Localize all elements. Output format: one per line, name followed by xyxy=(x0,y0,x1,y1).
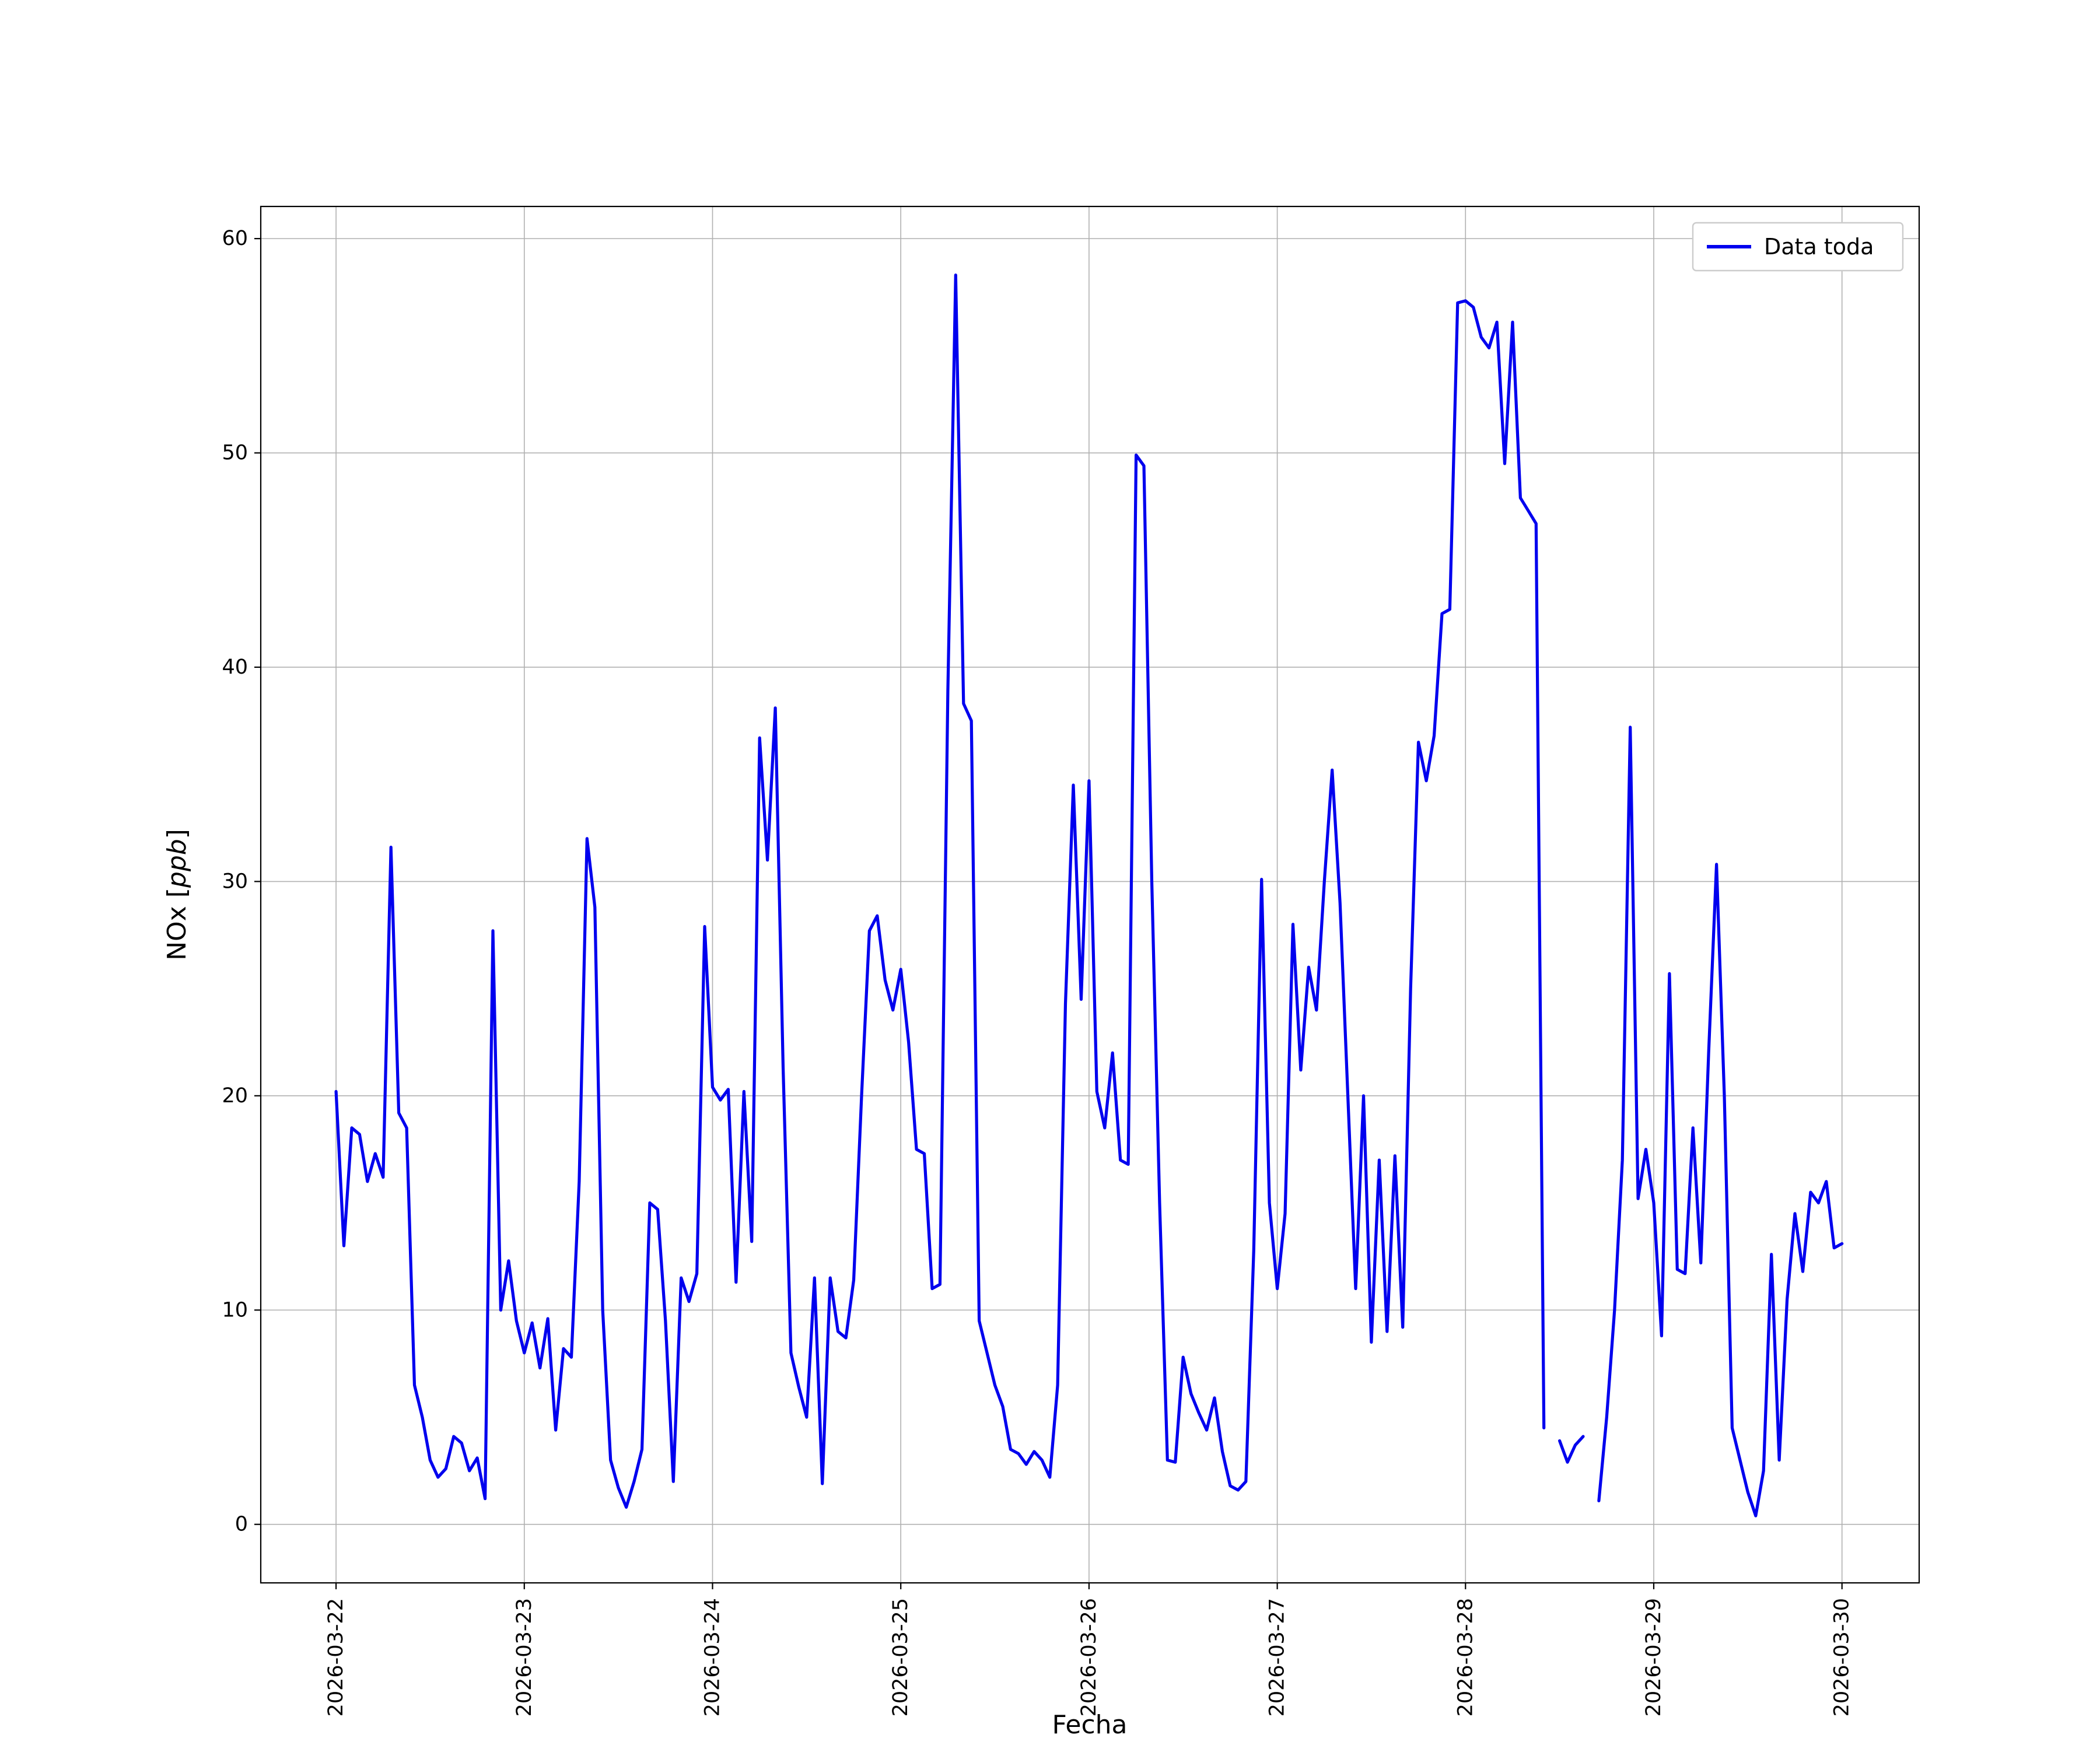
x-tick-label: 2026-03-28 xyxy=(1454,1598,1477,1716)
x-tick-label: 2026-03-27 xyxy=(1266,1598,1289,1716)
y-axis-label-suffix: ] xyxy=(162,829,192,839)
tick-labels: 2026-03-22 2026-03-23 2026-03-24 2026-03-25… xyxy=(222,227,1853,1716)
y-tick-label: 20 xyxy=(222,1084,248,1108)
y-tick-label: 30 xyxy=(222,870,248,893)
y-tick-label: 40 xyxy=(222,656,248,679)
x-tick-label: 2026-03-23 xyxy=(513,1598,536,1716)
gridlines xyxy=(261,206,1919,1583)
y-tick-label: 60 xyxy=(222,227,248,250)
x-tick-label: 2026-03-30 xyxy=(1831,1598,1854,1716)
x-tick-label: 2026-03-26 xyxy=(1077,1598,1101,1716)
y-tick-label: 10 xyxy=(222,1298,248,1322)
y-tick-label: 0 xyxy=(235,1513,248,1536)
plot-border xyxy=(260,205,1920,1584)
x-tick-label: 2026-03-29 xyxy=(1642,1598,1665,1716)
legend-box xyxy=(1692,222,1904,272)
y-tick-label: 50 xyxy=(222,441,248,465)
y-axis-label: NOx [ppb] xyxy=(162,829,192,961)
x-tick-label: 2026-03-25 xyxy=(889,1598,912,1716)
legend: Data toda xyxy=(1692,222,1904,272)
x-tick-label: 2026-03-24 xyxy=(701,1598,724,1716)
y-axis-label-math: ppb xyxy=(162,839,192,888)
y-axis-label-prefix: NOx [ xyxy=(162,888,192,961)
x-tick-label: 2026-03-22 xyxy=(324,1598,348,1716)
legend-label: Data toda xyxy=(1764,234,1874,260)
x-axis-label: Fecha xyxy=(1052,1710,1127,1740)
data-line xyxy=(334,274,1844,1518)
axis-ticks xyxy=(254,238,1843,1589)
